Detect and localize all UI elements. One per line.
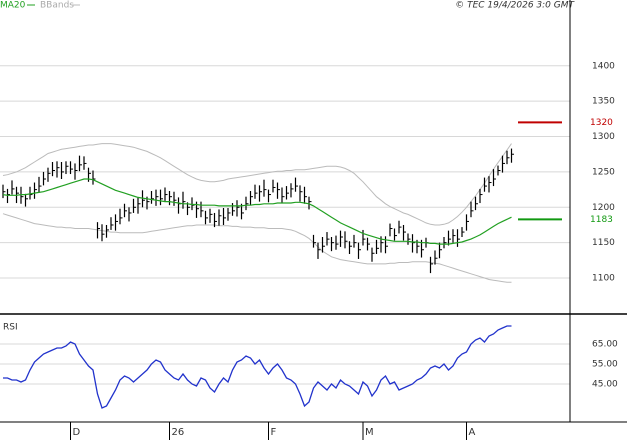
x-tick-label: M bbox=[365, 427, 374, 438]
main-grid bbox=[0, 65, 570, 279]
plot: 1100 1150 1200 1250 1300 1350 1400 D 26 F M A 1320 11… bbox=[2, 61, 618, 440]
bband-lower bbox=[2, 213, 512, 283]
y-tick-label: 1150 bbox=[592, 238, 615, 248]
x-tick-label: A bbox=[469, 427, 476, 438]
x-tick-label: F bbox=[271, 427, 277, 438]
x-tick-label: 26 bbox=[172, 427, 185, 438]
y-tick-label: 55.00 bbox=[592, 360, 618, 370]
rsi-line bbox=[3, 325, 512, 409]
level-label: 1183 bbox=[590, 215, 613, 225]
y-tick-label: 65.00 bbox=[592, 340, 618, 350]
caption: © TEC 19/4/2026 3:0 GMT bbox=[455, 1, 575, 11]
x-tick-label: D bbox=[73, 427, 81, 438]
bband-upper bbox=[2, 143, 512, 226]
y-tick-label: 1250 bbox=[592, 167, 615, 177]
rsi-title: RSI bbox=[3, 323, 18, 333]
y-tick-label: 1200 bbox=[592, 203, 615, 213]
y-tick-label: 1300 bbox=[592, 132, 615, 142]
y-tick-label: 1100 bbox=[592, 274, 615, 284]
legend-bbands: BBands bbox=[40, 1, 74, 11]
y-tick-label: 1350 bbox=[592, 97, 615, 107]
level-label: 1320 bbox=[590, 118, 613, 128]
y-tick-label: 1400 bbox=[592, 61, 615, 71]
legend-ma20: MA20 bbox=[0, 1, 26, 11]
y-tick-label: 45.00 bbox=[592, 380, 618, 390]
ma20-line bbox=[2, 178, 512, 245]
